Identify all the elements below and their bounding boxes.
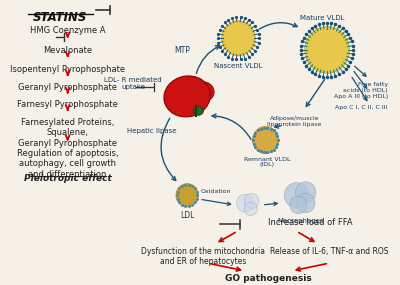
Circle shape [237, 194, 254, 212]
Text: GO pathogenesis: GO pathogenesis [225, 274, 312, 283]
Text: Release of IL-6, TNF-α and ROS: Release of IL-6, TNF-α and ROS [270, 247, 388, 256]
Text: Geranyl Pyrophosphate: Geranyl Pyrophosphate [18, 83, 117, 92]
Text: LDL: LDL [180, 211, 194, 220]
Text: Remnant VLDL
(IDL): Remnant VLDL (IDL) [244, 156, 291, 167]
Ellipse shape [194, 82, 214, 101]
Text: Macrophages: Macrophages [278, 217, 324, 224]
Text: Farnesylated Proteins,
Squalene,
Geranyl Pyrophosphate: Farnesylated Proteins, Squalene, Geranyl… [18, 118, 117, 148]
Circle shape [290, 196, 307, 214]
Text: Nascent VLDL: Nascent VLDL [214, 64, 263, 70]
Text: STATINS: STATINS [33, 11, 87, 24]
Circle shape [176, 184, 198, 207]
Text: Hepatic lipase: Hepatic lipase [127, 128, 176, 134]
Text: Apo A III (to HDL): Apo A III (to HDL) [334, 94, 388, 99]
Circle shape [244, 202, 257, 216]
Circle shape [284, 183, 308, 208]
Circle shape [222, 21, 255, 56]
Circle shape [305, 27, 350, 73]
Text: Free fatty
acids (to HDL): Free fatty acids (to HDL) [343, 82, 388, 93]
Text: Mevalonate: Mevalonate [43, 46, 92, 55]
Text: Farnesyl Pyrophosphate: Farnesyl Pyrophosphate [17, 100, 118, 109]
Ellipse shape [193, 107, 204, 115]
Text: HMG Coenzyme A: HMG Coenzyme A [30, 26, 106, 34]
Circle shape [296, 193, 315, 213]
Circle shape [296, 182, 316, 203]
Text: Oxidation: Oxidation [201, 189, 231, 194]
Ellipse shape [164, 76, 210, 117]
Text: MTP: MTP [174, 46, 190, 55]
Text: Adipose/muscle
lipoprotein lipase: Adipose/muscle lipoprotein lipase [267, 116, 322, 127]
Text: Increase load of FFA: Increase load of FFA [268, 218, 353, 227]
Text: Dysfunction of the mitochondria
and ER of hepatocytes: Dysfunction of the mitochondria and ER o… [141, 247, 265, 266]
Text: Regulation of apoptosis,
autophagy, cell growth
and differentiation: Regulation of apoptosis, autophagy, cell… [17, 149, 118, 178]
Text: Apo C I, C II, C III: Apo C I, C II, C III [335, 105, 388, 110]
Text: LDL- R mediated
uptake: LDL- R mediated uptake [104, 77, 162, 90]
Text: Isopentenyl Pyrophosphate: Isopentenyl Pyrophosphate [10, 65, 125, 74]
Circle shape [244, 193, 259, 209]
Circle shape [252, 127, 279, 154]
Text: Pleiotropic effect: Pleiotropic effect [24, 174, 112, 183]
Text: Mature VLDL: Mature VLDL [300, 15, 345, 21]
